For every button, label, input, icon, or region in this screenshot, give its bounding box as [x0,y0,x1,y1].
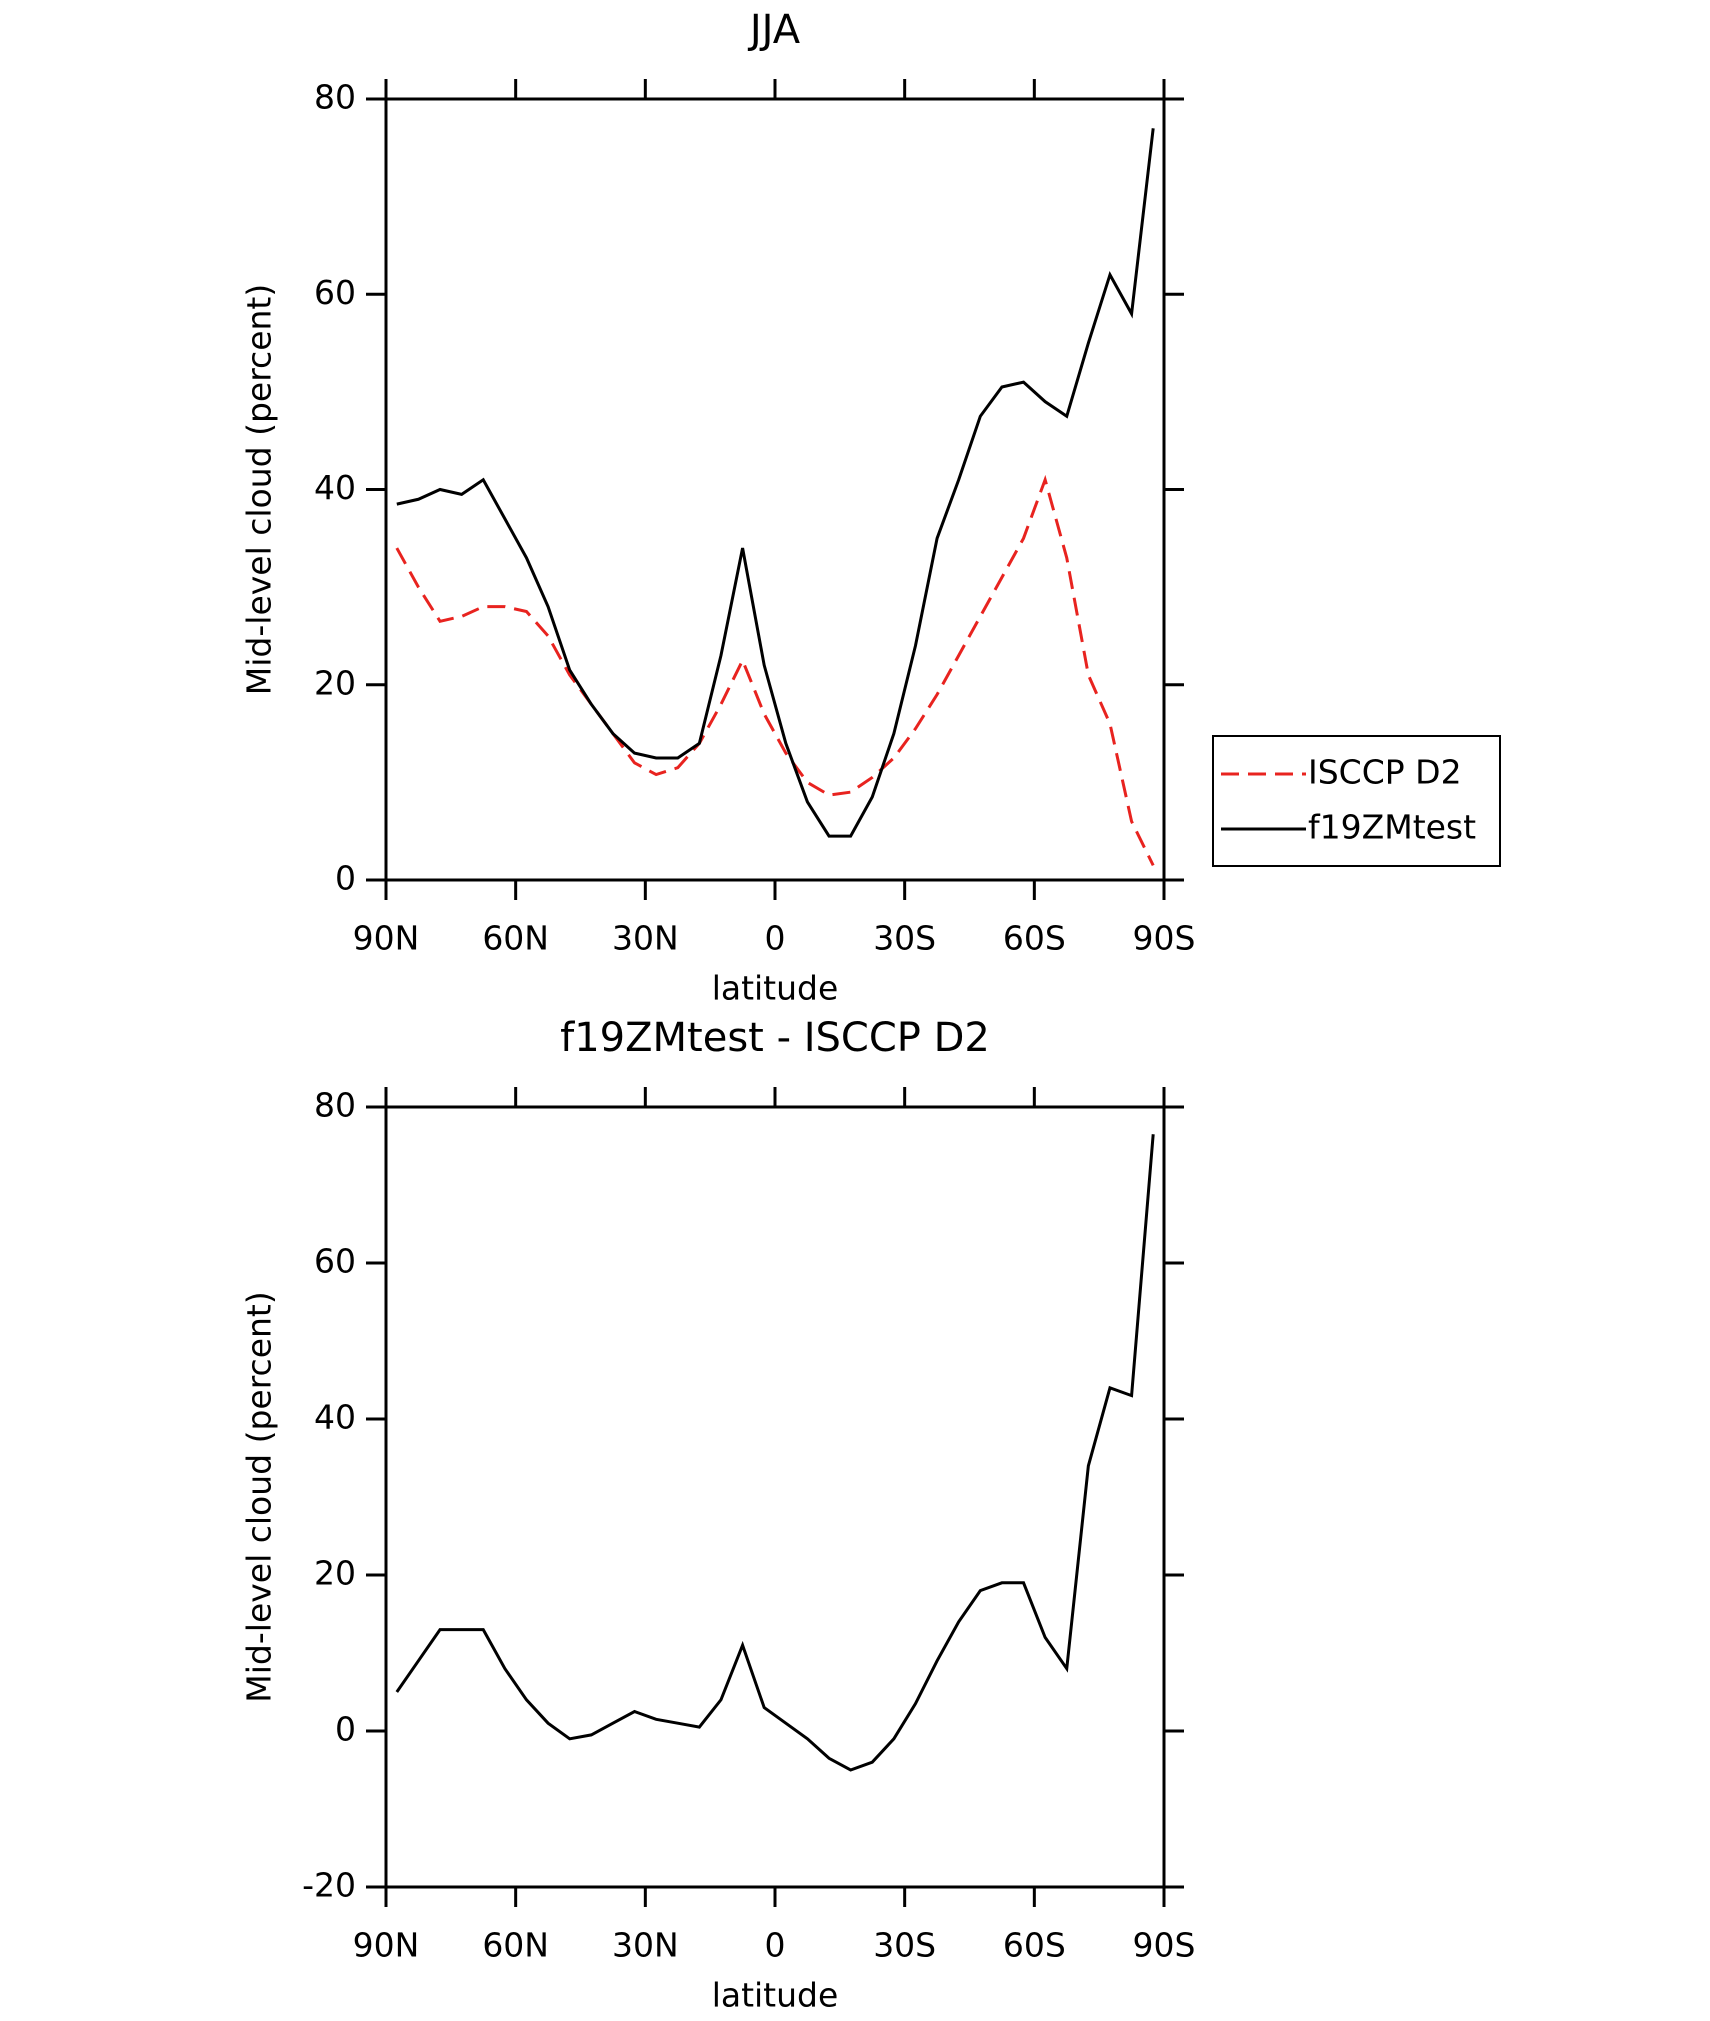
chart-title: JJA [747,7,801,53]
legend-label: ISCCP D2 [1308,753,1462,792]
series-line [395,1134,1155,1772]
y-tick-label: 0 [335,859,356,898]
x-tick-label: 60S [1003,919,1066,958]
legend-box [1212,735,1501,867]
y-tick-label: 60 [314,273,356,312]
series-line [395,474,1155,867]
y-tick-label: 80 [314,78,356,117]
x-tick-label: 30N [612,919,679,958]
x-axis-label: latitude [712,969,839,1008]
x-tick-label: 90N [353,919,420,958]
x-tick-label: 60S [1003,1926,1066,1965]
y-tick-label: 40 [314,468,356,507]
x-tick-label: 90S [1133,1926,1196,1965]
x-axis-label: latitude [712,1976,839,2015]
plot-frame [384,1105,1166,1889]
y-tick-label: 20 [314,1554,356,1593]
x-tick-label: 90S [1133,919,1196,958]
y-tick-label: 0 [335,1710,356,1749]
x-tick-label: 60N [482,1926,549,1965]
plot-frame [384,97,1166,882]
y-tick-label: 60 [314,1242,356,1281]
y-axis-label: Mid-level cloud (percent) [240,284,279,695]
x-tick-label: 90N [353,1926,420,1965]
x-tick-label: 30S [873,919,936,958]
y-axis-label: Mid-level cloud (percent) [240,1291,279,1702]
x-tick-label: 0 [765,919,786,958]
x-tick-label: 30S [873,1926,936,1965]
y-tick-label: -20 [302,1866,356,1905]
y-tick-label: 80 [314,1086,356,1125]
series-line [396,128,1155,838]
x-tick-label: 60N [482,919,549,958]
x-tick-label: 30N [612,1926,679,1965]
chart-title: f19ZMtest - ISCCP D2 [560,1015,990,1061]
y-tick-label: 20 [314,663,356,702]
y-tick-label: 40 [314,1398,356,1437]
legend-label: f19ZMtest [1308,808,1476,847]
x-tick-label: 0 [765,1926,786,1965]
